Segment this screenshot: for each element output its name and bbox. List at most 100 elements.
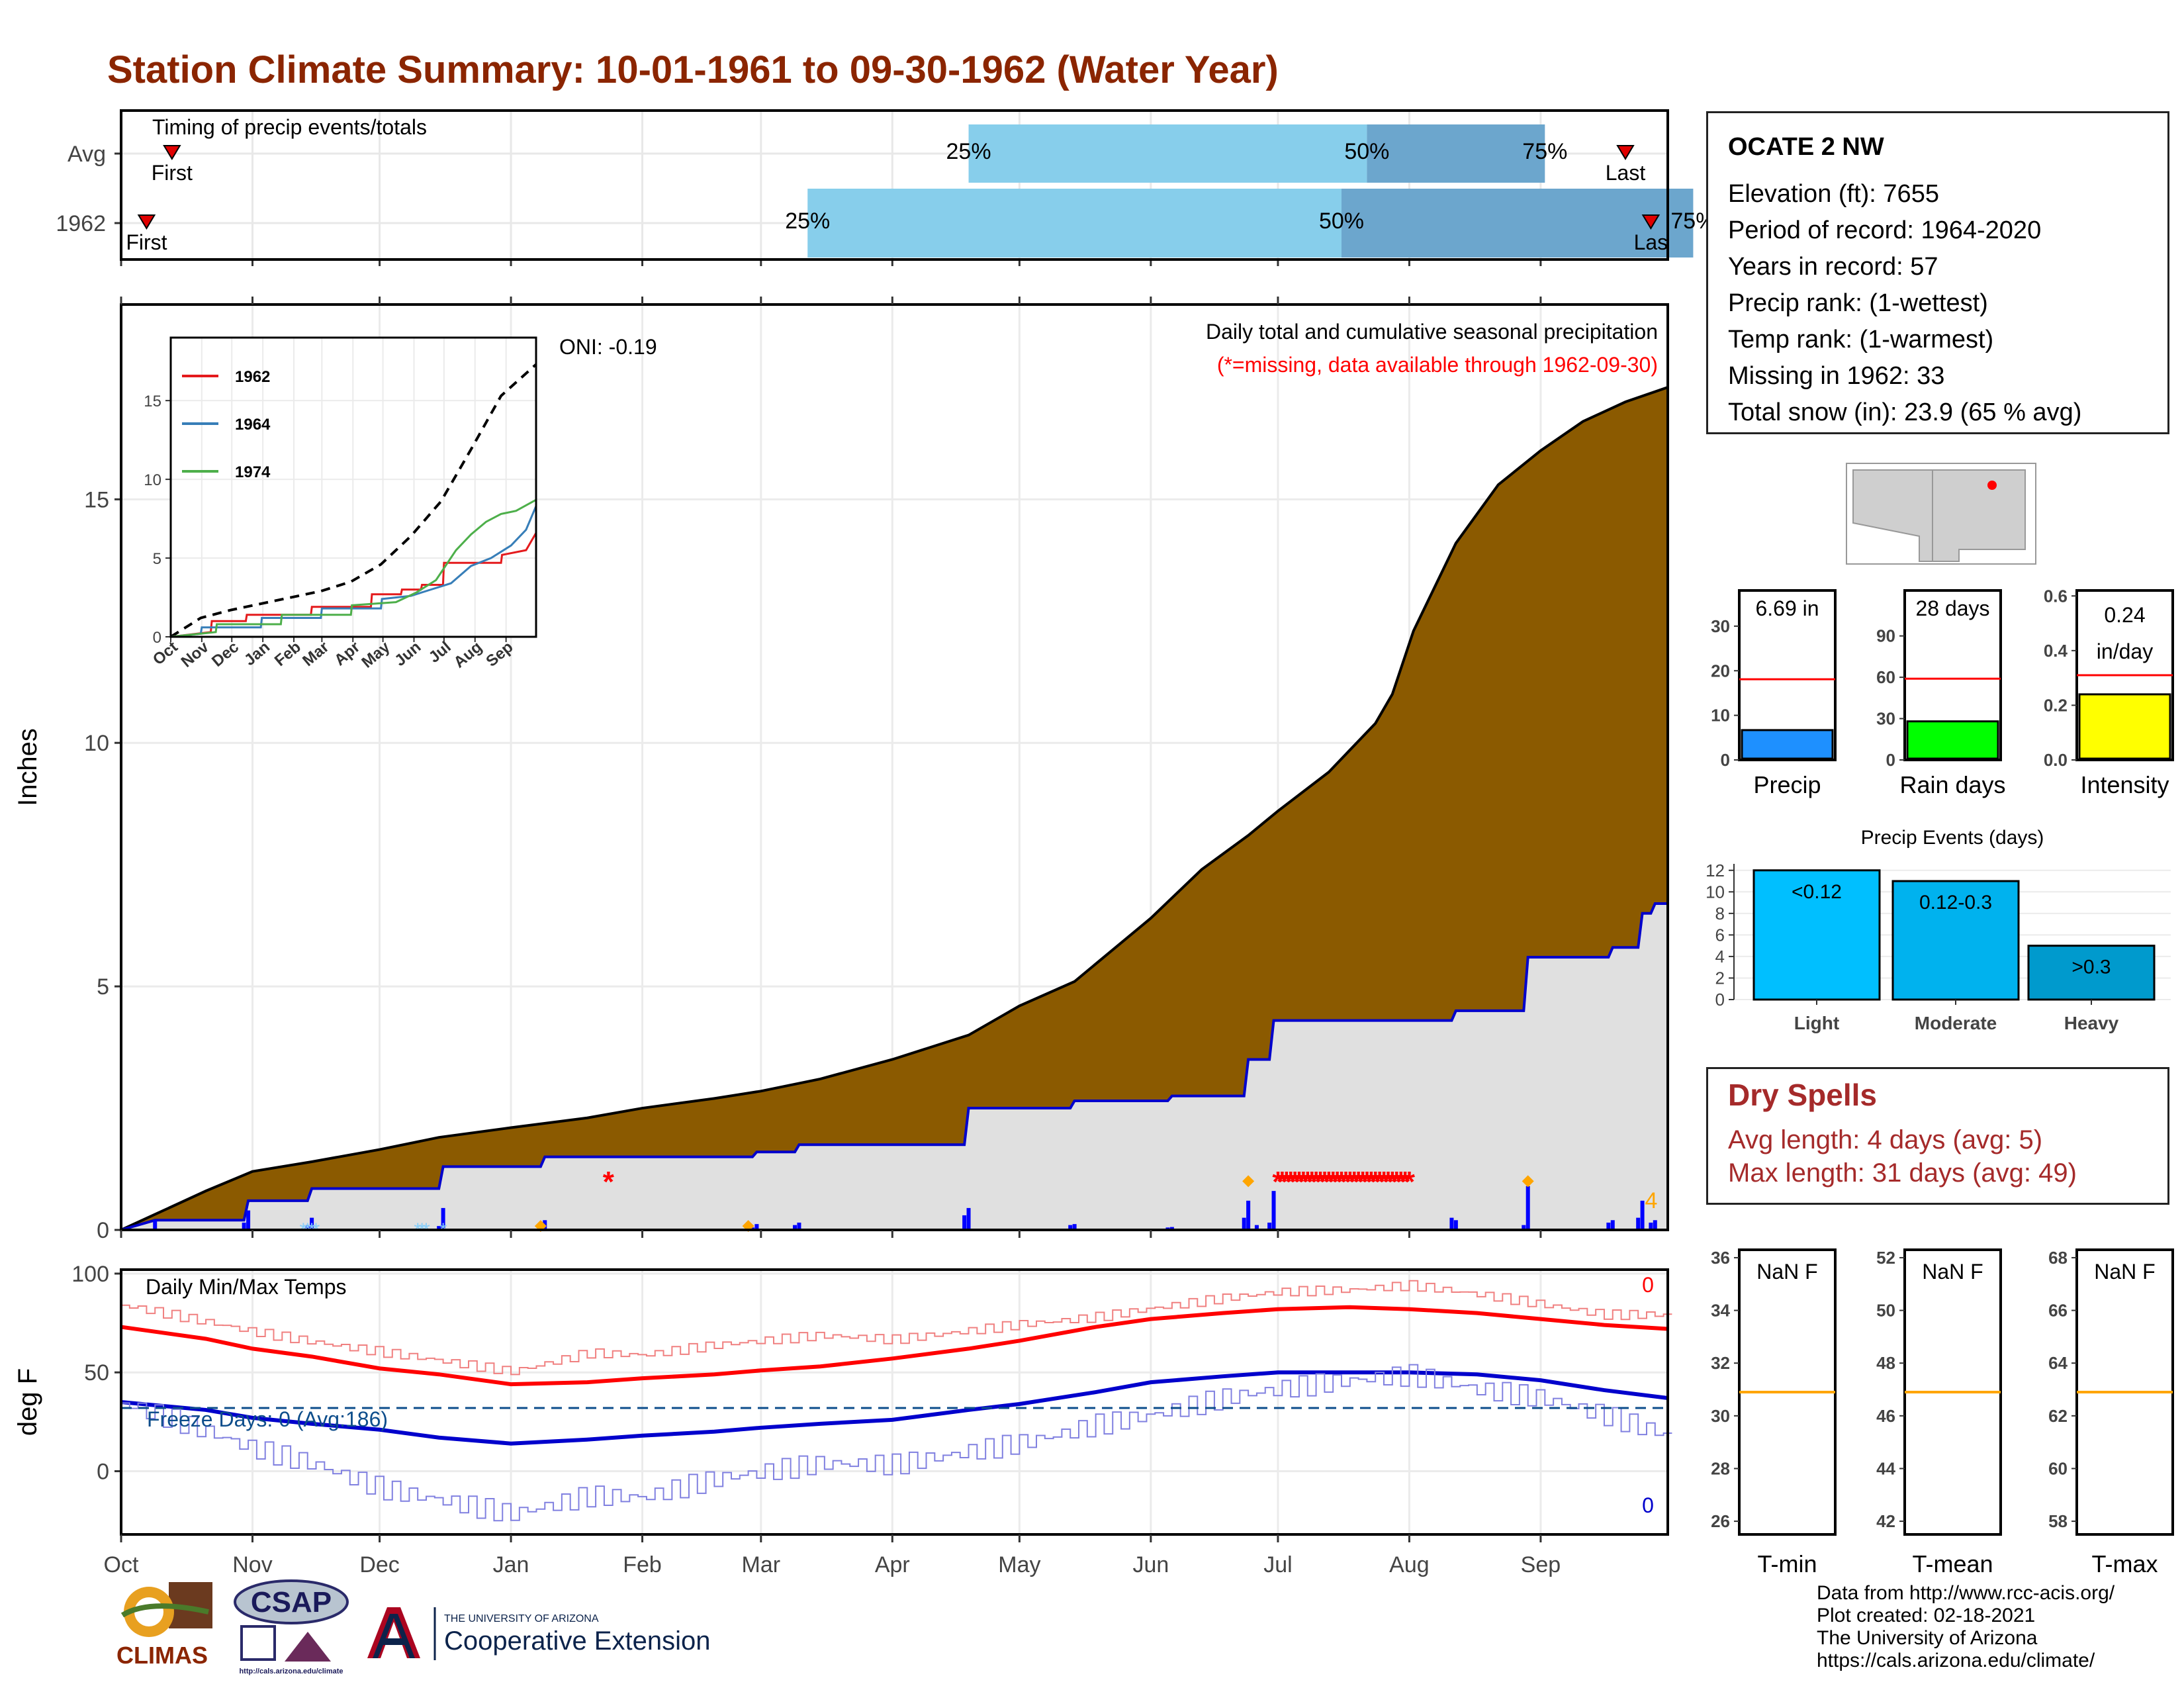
missing-marker: * — [1285, 1166, 1297, 1198]
timing-pct-label: 25% — [946, 139, 991, 164]
dry-spells-avg: Avg length: 4 days (avg: 5) — [1728, 1125, 2043, 1154]
daily-precip-bar — [1653, 1220, 1657, 1230]
credits: Data from http://www.rcc-acis.org/ Plot … — [1817, 1582, 2115, 1672]
station-snow: Total snow (in): 23.9 (65 % avg) — [1728, 399, 2082, 426]
cum-frame — [120, 303, 1669, 1231]
missing-marker: * — [1370, 1166, 1382, 1198]
timing-pct-label: 75% — [1522, 139, 1567, 164]
last-label: Last — [1606, 161, 1646, 185]
tempbar-value-label: NaN F — [1922, 1260, 1983, 1284]
daily-precip-bar — [966, 1207, 971, 1230]
station-period: Period of record: 1964-2020 — [1728, 216, 2042, 244]
last-label: Las — [1634, 230, 1668, 254]
timing-bar-50-75 — [1367, 124, 1545, 183]
inset-legend-label: 1974 — [235, 463, 271, 481]
inset-series-line — [169, 363, 537, 638]
summary-ytick-label: 0.0 — [2044, 750, 2068, 770]
event-category-label: Moderate — [1915, 1013, 1997, 1033]
month-axis: Oct Nov Dec Jan Feb Mar Apr May Jun Jul Aug Sep — [104, 297, 1561, 1577]
tempbar-ytick-label: 44 — [1876, 1458, 1895, 1478]
missing-marker: * — [1340, 1166, 1352, 1198]
daily-precip-bar — [1242, 1217, 1246, 1230]
missing-marker: * — [1404, 1166, 1416, 1198]
timing-row-label: 1962 — [56, 211, 106, 236]
station-info-box: OCATE 2 NW Elevation (ft): 7655 Period o… — [1706, 111, 2169, 434]
ua-logo-icon: THE UNIVERSITY OF ARIZONA Cooperative Ex… — [367, 1607, 710, 1660]
daily-precip-bar — [305, 1225, 310, 1230]
tempbar-ytick-label: 34 — [1711, 1301, 1730, 1321]
csap-url: http://cals.arizona.edu/climate — [239, 1667, 343, 1675]
cum-missing-note: (*=missing, data available through 1962-… — [1217, 353, 1658, 377]
summary-bar — [1906, 720, 1999, 760]
missing-marker: * — [1314, 1166, 1326, 1198]
tempbar-panel-name: T-max — [2091, 1550, 2158, 1577]
timing-bar-25-50 — [968, 124, 1367, 183]
events-ytick-label: 4 — [1715, 947, 1725, 966]
timing-pct-label: 25% — [785, 209, 830, 234]
tempbar-ytick-label: 26 — [1711, 1511, 1730, 1531]
ua-small-text: THE UNIVERSITY OF ARIZONA — [444, 1613, 599, 1624]
summary-value-label: 28 days — [1915, 596, 1989, 620]
credit-line: https://cals.arizona.edu/climate/ — [1817, 1650, 2095, 1671]
temp-ytick-label: 0 — [97, 1459, 109, 1484]
inset-ytick-label: 15 — [144, 393, 161, 410]
first-label: First — [152, 161, 193, 185]
max-count: 0 — [1642, 1273, 1654, 1297]
missing-marker: * — [1302, 1166, 1314, 1198]
month-label: Jun — [1132, 1552, 1169, 1577]
summary-bar — [1741, 729, 1834, 760]
cum-ytick-label: 5 — [97, 974, 109, 1000]
ua-big-text: Cooperative Extension — [444, 1626, 710, 1656]
missing-marker: * — [1277, 1166, 1289, 1198]
daily-precip-bar — [1525, 1186, 1530, 1230]
missing-marker: * — [1361, 1166, 1373, 1198]
cum-ytick-label: 15 — [84, 487, 109, 512]
precip-events-panel: Precip Events (days) 0 2 4 6 8 10 12 <0.12 Light 0… — [1706, 827, 2171, 1033]
daily-precip-bar — [1449, 1217, 1454, 1230]
missing-marker: * — [1289, 1166, 1301, 1198]
daily-precip-bar — [1649, 1222, 1653, 1230]
inset-legend-label: 1962 — [235, 368, 270, 386]
missing-marker: * — [1349, 1166, 1361, 1198]
inset-ytick-label: 5 — [153, 550, 161, 568]
csap-logo: CSAP http://cals.arizona.edu/climate — [232, 1579, 351, 1678]
station-temp-rank: Temp rank: (1-warmest) — [1728, 326, 1994, 353]
tempbar-ytick-label: 32 — [1711, 1353, 1730, 1373]
daily-precip-bar — [1072, 1224, 1077, 1230]
daily-precip-bar — [246, 1210, 251, 1230]
inset-frame — [169, 336, 537, 638]
tempbar-ytick-label: 58 — [2048, 1511, 2068, 1531]
summary-value-label: 6.69 in — [1755, 596, 1819, 620]
daily-precip-bar — [1271, 1191, 1276, 1230]
summary-ytick-label: 90 — [1876, 626, 1895, 646]
station-location-dot — [1987, 481, 1997, 490]
daily-precip-bar — [1246, 1200, 1251, 1230]
csap-text: CSAP — [251, 1586, 332, 1618]
tempbar-panel-name: T-mean — [1912, 1550, 1993, 1577]
oni-label: ONI: -0.19 — [559, 335, 657, 359]
last-marker — [1641, 214, 1661, 230]
timing-pct-label: 50% — [1344, 139, 1389, 164]
daily-precip-bar — [1606, 1222, 1611, 1230]
missing-marker: * — [1353, 1166, 1365, 1198]
temp-series-line — [121, 1280, 1672, 1376]
temp-ylabel: deg F — [13, 1368, 42, 1436]
summary-ytick-label: 30 — [1876, 709, 1895, 729]
events-ytick-label: 0 — [1715, 990, 1725, 1009]
tempbar-value-label: NaN F — [1756, 1260, 1817, 1284]
first-marker — [163, 145, 181, 160]
summary-panel-name: Rain days — [1899, 771, 2005, 798]
tempbar-value-label: NaN F — [2094, 1260, 2155, 1284]
tempbar-ytick-label: 50 — [1876, 1301, 1895, 1321]
timing-pct-label: 50% — [1319, 209, 1364, 234]
missing-marker: * — [1272, 1166, 1284, 1198]
temp-series-line — [120, 1305, 1668, 1387]
missing-marker: * — [1336, 1166, 1347, 1198]
inset-ytick-label: 0 — [153, 629, 161, 647]
summary-ytick-label: 20 — [1711, 661, 1730, 680]
missing-marker: * — [1293, 1166, 1305, 1198]
daily-precip-bar — [754, 1224, 759, 1230]
tempbar-ytick-label: 64 — [2048, 1353, 2068, 1373]
